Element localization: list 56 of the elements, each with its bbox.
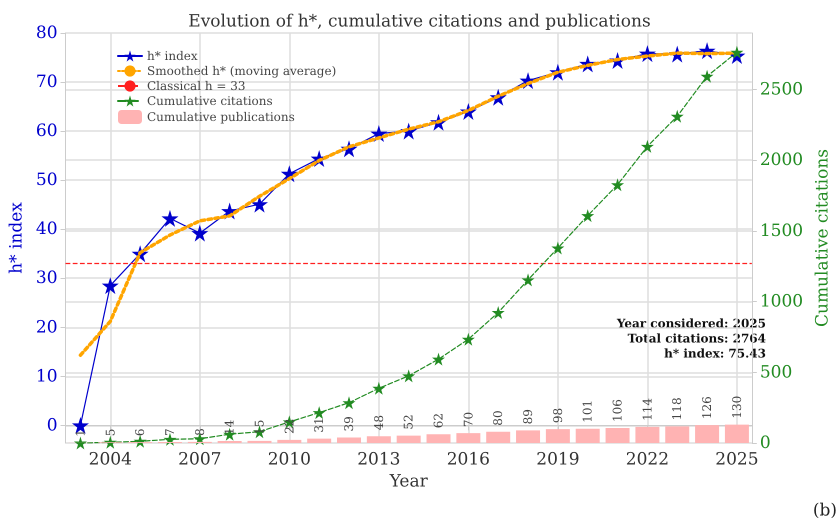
data-label: 52 [402, 414, 416, 430]
legend-label: Cumulative publications [147, 110, 295, 124]
y2-tick-label: 1000 [760, 292, 804, 312]
data-label: 80 [491, 410, 506, 426]
y-tick-label: 20 [36, 317, 58, 338]
data-label: 114 [640, 398, 654, 421]
data-label: 1 [73, 429, 88, 437]
data-label: 98 [550, 408, 565, 424]
data-label: 15 [252, 420, 266, 435]
data-label: 6 [133, 428, 148, 436]
y-tick-label: 70 [36, 72, 58, 92]
y2-axis-title: Cumulative citations [812, 148, 832, 328]
data-label: 62 [432, 412, 446, 428]
legend-label: Smoothed h* (moving average) [147, 64, 336, 78]
y2-tick-label: 1500 [760, 220, 804, 241]
legend-label: Cumulative citations [147, 94, 273, 108]
y-tick-label: 60 [36, 121, 58, 142]
data-label: 126 [700, 396, 714, 420]
y2-tick-label: 2000 [760, 150, 804, 170]
x-tick-label: 2016 [446, 450, 490, 470]
legend-label: Classical h = 33 [147, 79, 246, 93]
data-label: 7 [162, 428, 177, 436]
data-label: 31 [312, 417, 326, 433]
y-axis-title: h* index [6, 202, 26, 274]
data-label: 118 [670, 397, 684, 420]
x-tick-label: 2010 [268, 450, 311, 470]
x-tick-label: 2022 [626, 450, 670, 470]
data-label: 8 [192, 428, 207, 436]
data-label: 5 [103, 428, 118, 436]
y-tick-label: 50 [36, 170, 58, 190]
x-tick-label: 2004 [88, 450, 132, 470]
data-label: 89 [521, 409, 536, 424]
data-label: 106 [610, 399, 625, 422]
data-label: 39 [342, 416, 356, 432]
data-label: 14 [222, 419, 237, 436]
data-label: 48 [372, 414, 386, 430]
chart-title: Evolution of h*, cumulative citations and publications [188, 12, 651, 32]
y-tick-label: 0 [46, 415, 58, 436]
y-tick-label: 80 [36, 23, 58, 43]
data-label: 101 [580, 400, 595, 423]
y2-tick-label: 0 [760, 433, 771, 453]
x-tick-label: 2019 [536, 450, 580, 470]
x-tick-label: 2025 [715, 450, 759, 470]
y-tick-label: 30 [36, 268, 58, 288]
y-tick-label: 40 [36, 219, 58, 240]
x-tick-label: 2013 [357, 450, 400, 470]
data-label: 70 [461, 412, 476, 428]
text: (b) [812, 500, 838, 520]
legend-label: h* index [147, 49, 198, 63]
x-tick-label: 2007 [178, 450, 222, 470]
data-label: 22 [282, 418, 296, 434]
y2-tick-label: 2500 [760, 80, 804, 100]
y2-tick-label: 500 [760, 362, 792, 382]
y-tick-label: 10 [36, 366, 58, 386]
x-axis-title: Year [388, 472, 429, 492]
data-label: 130 [730, 396, 744, 419]
